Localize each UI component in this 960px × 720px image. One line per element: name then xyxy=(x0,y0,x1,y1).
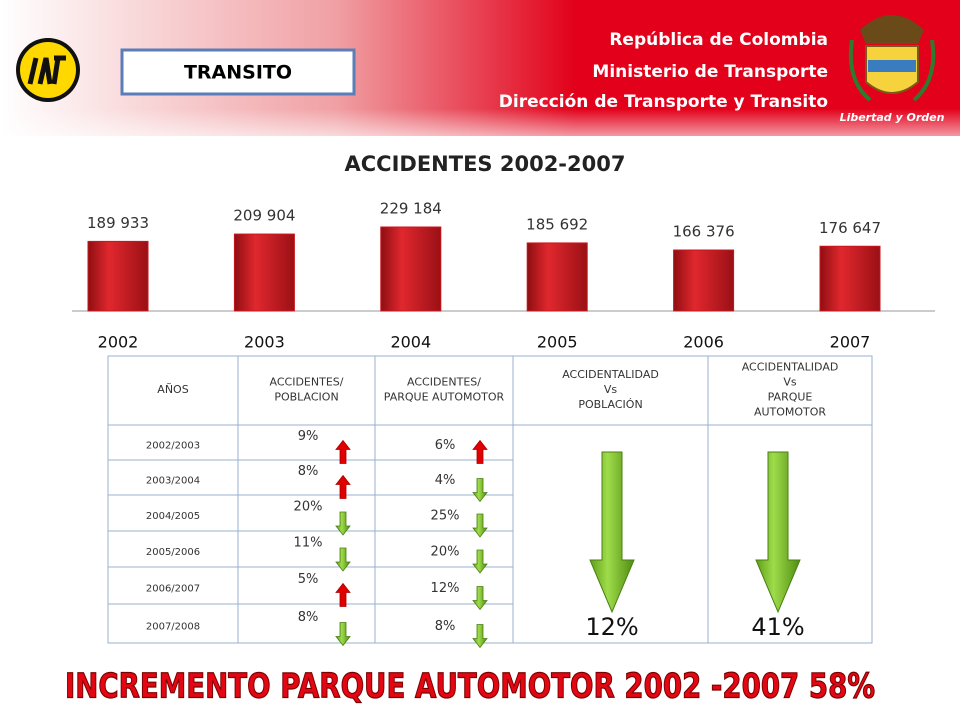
period: 2007/2008 xyxy=(146,622,200,633)
population-change: 11% xyxy=(294,536,323,551)
org-line: Dirección de Transporte y Transito xyxy=(499,92,828,112)
column-header: AÑOS xyxy=(157,383,188,396)
summary-value: 41% xyxy=(751,613,804,641)
summary-value: 12% xyxy=(585,613,638,641)
arrow-down xyxy=(335,511,351,536)
chart-title: ACCIDENTES 2002-2007 xyxy=(345,152,626,176)
column-header: PARQUE xyxy=(768,391,813,404)
arrow-down xyxy=(335,622,351,647)
summary-arrow xyxy=(755,451,801,614)
column-header: POBLACION xyxy=(274,391,338,404)
banner: INCREMENTO PARQUE AUTOMOTOR 2002 -2007 5… xyxy=(65,667,875,707)
table-frame xyxy=(107,355,873,644)
column-header: ACCIDENTALIDAD xyxy=(742,361,839,374)
population-change: 9% xyxy=(298,429,319,444)
value-label: 189 933 xyxy=(87,214,149,232)
x-tick-label: 2002 xyxy=(98,333,139,352)
fleet-change: 8% xyxy=(435,619,456,634)
arrow-down xyxy=(472,624,488,649)
logo-mark xyxy=(27,55,66,85)
org-line: República de Colombia xyxy=(609,30,828,50)
arrow-up xyxy=(335,474,351,499)
bar xyxy=(819,245,881,312)
bar xyxy=(380,226,442,312)
value-label: 185 692 xyxy=(526,215,588,233)
x-tick-label: 2006 xyxy=(683,333,724,352)
value-label: 209 904 xyxy=(233,207,295,225)
org-line: Ministerio de Transporte xyxy=(592,62,828,82)
coat-of-arms xyxy=(848,15,936,102)
arrow-down xyxy=(472,513,488,538)
column-header: POBLACIÓN xyxy=(578,398,642,411)
arrow-down xyxy=(472,586,488,611)
column-header: Vs xyxy=(604,383,618,396)
motto: Libertad y Orden xyxy=(840,111,945,124)
bar xyxy=(526,242,588,312)
arrow-up xyxy=(335,439,351,464)
bar xyxy=(87,240,149,312)
column-header: AUTOMOTOR xyxy=(754,406,826,419)
value-label: 176 647 xyxy=(819,219,881,237)
bar xyxy=(233,233,295,312)
x-tick-label: 2005 xyxy=(537,333,578,352)
column-header: ACCIDENTALIDAD xyxy=(562,368,659,381)
value-label: 229 184 xyxy=(380,200,442,218)
tag-box xyxy=(120,48,356,96)
tag: TRANSITO xyxy=(184,62,292,84)
fleet-change: 25% xyxy=(431,509,460,524)
population-change: 5% xyxy=(298,572,319,587)
column-header: ACCIDENTES/ xyxy=(270,376,344,389)
value-label: 166 376 xyxy=(673,223,735,241)
column-header: PARQUE AUTOMOTOR xyxy=(384,391,505,404)
period: 2005/2006 xyxy=(146,547,200,558)
arrow-down xyxy=(472,549,488,574)
fleet-change: 12% xyxy=(431,581,460,596)
period: 2006/2007 xyxy=(146,584,200,595)
period: 2003/2004 xyxy=(146,476,200,487)
column-header: Vs xyxy=(783,376,797,389)
population-change: 8% xyxy=(298,464,319,479)
fleet-change: 20% xyxy=(431,545,460,560)
arrow-down xyxy=(472,478,488,503)
fleet-change: 6% xyxy=(435,438,456,453)
x-tick-label: 2003 xyxy=(244,333,285,352)
column-header: ACCIDENTES/ xyxy=(407,376,481,389)
x-tick-label: 2007 xyxy=(830,333,871,352)
arrow-up xyxy=(335,582,351,607)
bar xyxy=(673,249,735,312)
population-change: 20% xyxy=(294,500,323,515)
fleet-change: 4% xyxy=(435,473,456,488)
population-change: 8% xyxy=(298,610,319,625)
x-tick-label: 2004 xyxy=(390,333,431,352)
summary-arrow xyxy=(589,451,635,614)
period: 2002/2003 xyxy=(146,441,200,452)
arrow-up xyxy=(472,439,488,464)
arrow-down xyxy=(335,547,351,572)
period: 2004/2005 xyxy=(146,511,200,522)
